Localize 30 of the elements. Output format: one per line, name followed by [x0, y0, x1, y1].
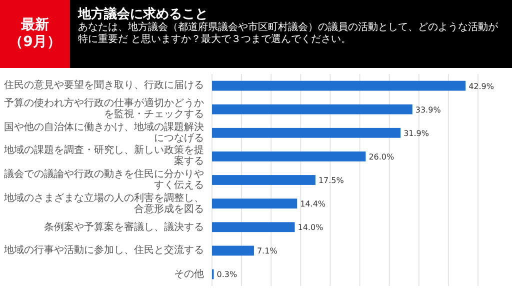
text: （9月） — [9, 34, 61, 51]
data-label: 0.3% — [216, 270, 238, 280]
bar — [212, 128, 401, 138]
data-label: 42.9% — [468, 82, 494, 91]
data-label: 33.9% — [415, 105, 442, 114]
data-label: 31.9% — [404, 128, 430, 138]
data-label: 14.0% — [298, 223, 324, 232]
bar — [212, 152, 366, 162]
bar — [212, 80, 466, 91]
bar — [212, 246, 254, 256]
y-tick-label: 地域の行事や活動に参加し、住民と交流する — [4, 244, 204, 258]
y-tick-label: 住民の意見や要望を聞き取り、行政に届ける — [4, 78, 204, 94]
data-label: 17.5% — [318, 176, 344, 185]
bar — [212, 104, 412, 114]
chart-title: 地方議会に求めること — [78, 6, 208, 22]
bar — [212, 198, 298, 208]
y-tick-label: 地域のさまざまな立場の人の利害を調整し、合意形成を図る — [4, 192, 204, 216]
data-label: 7.1% — [256, 246, 278, 256]
bar — [212, 222, 295, 232]
text: 最新 — [21, 17, 49, 34]
y-tick-label: 議会での議論や行政の動きを住民に分かりやすく伝える — [4, 168, 204, 192]
y-tick-label: 国や他の自治体に働きかけ、地域の課題解決につなげる — [4, 121, 204, 144]
chart-subtitle: あなたは、地方議会（都道府県議会や市区町村議会）の議員の活動として、どのような活動が特に重要だ と思いますか？最大で３つまで選んでください。 — [78, 22, 499, 46]
y-tick-label: 地域の課題を調査・研究し、新しい政策を提案する — [4, 144, 204, 168]
data-label: 26.0% — [368, 152, 394, 162]
data-label: 14.4% — [300, 200, 326, 209]
bar — [212, 175, 316, 185]
y-tick-label: 予算の使われ方や行政の仕事が適切かどうかを監視・チェックする — [4, 98, 204, 122]
y-tick-label: 条例案や予算案を審議し、議決する — [43, 220, 204, 235]
y-tick-label: その他 — [173, 268, 204, 282]
